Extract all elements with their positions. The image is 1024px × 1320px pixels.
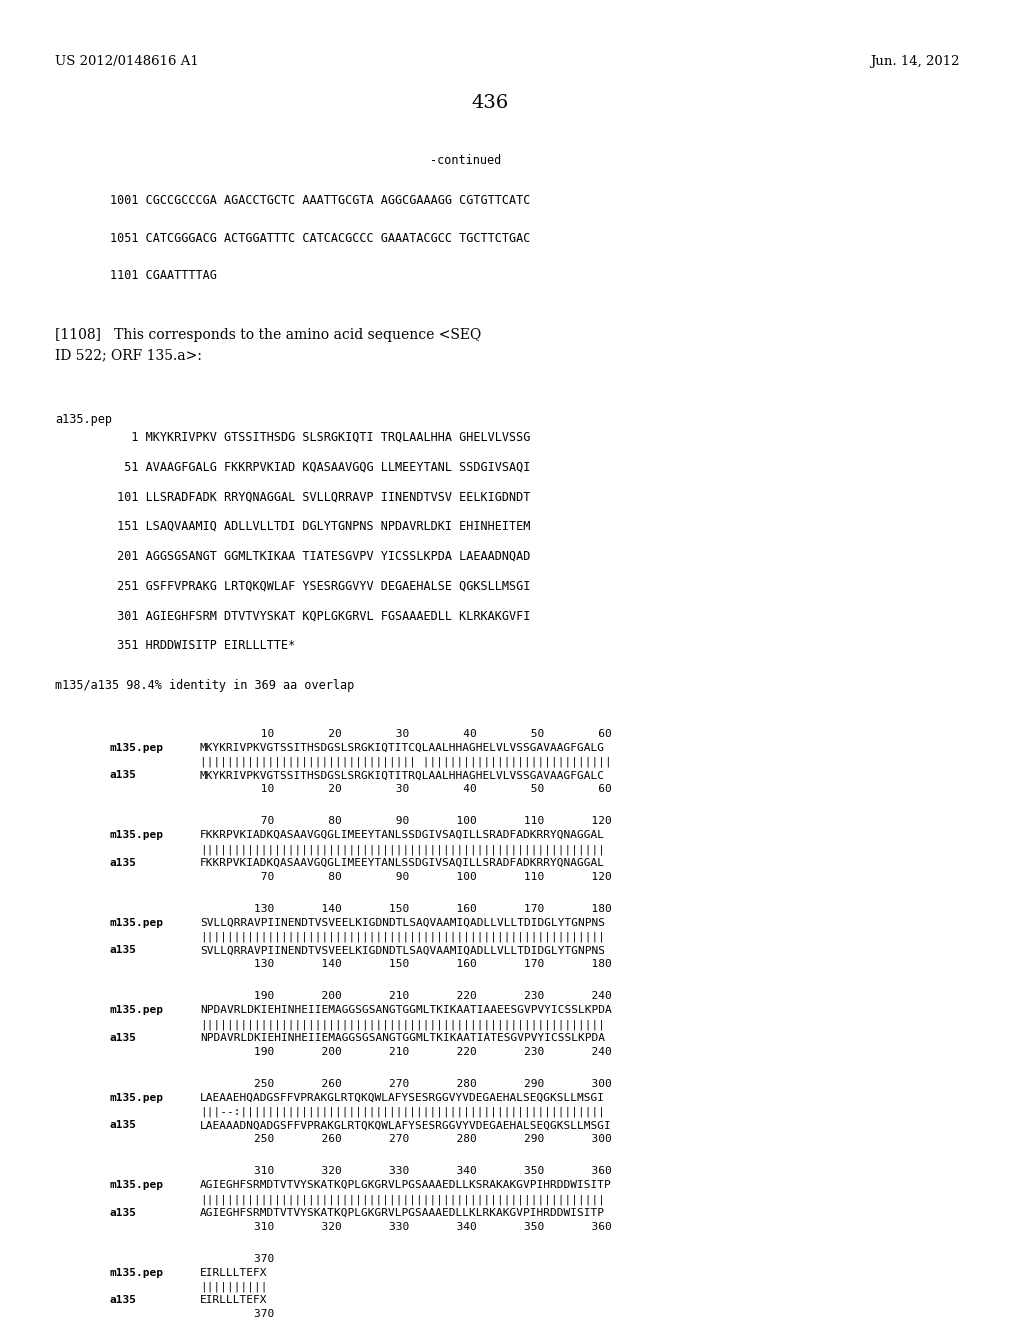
Text: -continued: -continued <box>430 154 502 168</box>
Text: a135: a135 <box>110 1208 137 1218</box>
Text: LAEAAADNQADGSFFVPRAKGLRTQKQWLAFYSESRGGVYVDEGAEHALSEQGKSLLMSGI: LAEAAADNQADGSFFVPRAKGLRTQKQWLAFYSESRGGVY… <box>200 1121 611 1130</box>
Text: 190       200       210       220       230       240: 190 200 210 220 230 240 <box>200 1047 611 1057</box>
Text: a135: a135 <box>110 1034 137 1043</box>
Text: 51 AVAAGFGALG FKKRPVKIAD KQASAAVGQG LLMEEYTANL SSDGIVSAQI: 51 AVAAGFGALG FKKRPVKIAD KQASAAVGQG LLME… <box>110 461 530 474</box>
Text: a135: a135 <box>110 858 137 869</box>
Text: |||||||||||||||||||||||||||||||| ||||||||||||||||||||||||||||: |||||||||||||||||||||||||||||||| |||||||… <box>200 756 611 767</box>
Text: 251 GSFFVPRAKG LRTQKQWLAF YSESRGGVYV DEGAEHALSE QGKSLLMSGI: 251 GSFFVPRAKG LRTQKQWLAF YSESRGGVYV DEG… <box>110 579 530 593</box>
Text: MKYKRIVPKVGTSSITHSDGSLSRGKIQTITCQLAALHHAGHELVLVSSGAVAAGFGALG: MKYKRIVPKVGTSSITHSDGSLSRGKIQTITCQLAALHHA… <box>200 743 605 752</box>
Text: 10        20        30        40        50        60: 10 20 30 40 50 60 <box>200 729 611 739</box>
Text: 351 HRDDWISITP EIRLLLTTE*: 351 HRDDWISITP EIRLLLTTE* <box>110 639 295 652</box>
Text: Jun. 14, 2012: Jun. 14, 2012 <box>870 54 959 67</box>
Text: AGIEGHFSRMDTVTVYSKATKQPLGKGRVLPGSAAAEDLLKSRAKAKGVPIHRDDWISITP: AGIEGHFSRMDTVTVYSKATKQPLGKGRVLPGSAAAEDLL… <box>200 1180 611 1191</box>
Text: ||||||||||||||||||||||||||||||||||||||||||||||||||||||||||||: ||||||||||||||||||||||||||||||||||||||||… <box>200 843 605 854</box>
Text: 201 AGGSGSANGT GGMLTKIKAA TIATESGVPV YICSSLKPDA LAEAADNQAD: 201 AGGSGSANGT GGMLTKIKAA TIATESGVPV YIC… <box>110 549 530 562</box>
Text: a135.pep: a135.pep <box>55 413 112 425</box>
Text: a135: a135 <box>110 1121 137 1130</box>
Text: US 2012/0148616 A1: US 2012/0148616 A1 <box>55 54 199 67</box>
Text: 370: 370 <box>200 1309 274 1319</box>
Text: FKKRPVKIADKQASAAVGQGLIMEEYTANLSSDGIVSAQILLSRADFADKRRYQNAGGAL: FKKRPVKIADKQASAAVGQGLIMEEYTANLSSDGIVSAQI… <box>200 830 605 840</box>
Text: FKKRPVKIADKQASAAVGQGLIMEEYTANLSSDGIVSAQILLSRADFADKRRYQNAGGAL: FKKRPVKIADKQASAAVGQGLIMEEYTANLSSDGIVSAQI… <box>200 858 605 869</box>
Text: m135.pep: m135.pep <box>110 917 164 928</box>
Text: m135.pep: m135.pep <box>110 743 164 752</box>
Text: m135.pep: m135.pep <box>110 1005 164 1015</box>
Text: NPDAVRLDKIEHINHEIIEMAGGSGSANGTGGMLTKIKAATIATESGVPVYICSSLKPDA: NPDAVRLDKIEHINHEIIEMAGGSGSANGTGGMLTKIKAA… <box>200 1034 605 1043</box>
Text: ||||||||||||||||||||||||||||||||||||||||||||||||||||||||||||: ||||||||||||||||||||||||||||||||||||||||… <box>200 932 605 942</box>
Text: SVLLQRRAVPIINENDTVSVEELKIGDNDTLSAQVAAMIQADLLVLLTDIDGLYTGNPNS: SVLLQRRAVPIINENDTVSVEELKIGDNDTLSAQVAAMIQ… <box>200 917 605 928</box>
Text: 130       140       150       160       170       180: 130 140 150 160 170 180 <box>200 960 611 969</box>
Text: m135.pep: m135.pep <box>110 1180 164 1191</box>
Text: m135.pep: m135.pep <box>110 1267 164 1278</box>
Text: 1001 CGCCGCCCGA AGACCTGCTC AAATTGCGTA AGGCGAAAGG CGTGTTCATC: 1001 CGCCGCCCGA AGACCTGCTC AAATTGCGTA AG… <box>110 194 530 207</box>
Text: a135: a135 <box>110 771 137 780</box>
Text: AGIEGHFSRMDTVTVYSKATKQPLGKGRVLPGSAAAEDLLKLRKAKGVPIHRDDWISITP: AGIEGHFSRMDTVTVYSKATKQPLGKGRVLPGSAAAEDLL… <box>200 1208 605 1218</box>
Text: 310       320       330       340       350       360: 310 320 330 340 350 360 <box>200 1166 611 1176</box>
Text: 10        20        30        40        50        60: 10 20 30 40 50 60 <box>200 784 611 795</box>
Text: 101 LLSRADFADK RRYQNAGGAL SVLLQRRAVP IINENDTVSV EELKIGDNDT: 101 LLSRADFADK RRYQNAGGAL SVLLQRRAVP IIN… <box>110 490 530 503</box>
Text: ||||||||||||||||||||||||||||||||||||||||||||||||||||||||||||: ||||||||||||||||||||||||||||||||||||||||… <box>200 1019 605 1030</box>
Text: 301 AGIEGHFSRM DTVTVYSKAT KQPLGKGRVL FGSAAAEDLL KLRKAKGVFI: 301 AGIEGHFSRM DTVTVYSKAT KQPLGKGRVL FGS… <box>110 610 530 623</box>
Text: ID 522; ORF 135.a>:: ID 522; ORF 135.a>: <box>55 348 202 362</box>
Text: ||||||||||||||||||||||||||||||||||||||||||||||||||||||||||||: ||||||||||||||||||||||||||||||||||||||||… <box>200 1195 605 1205</box>
Text: 70        80        90       100       110       120: 70 80 90 100 110 120 <box>200 816 611 826</box>
Text: [1108]   This corresponds to the amino acid sequence <SEQ: [1108] This corresponds to the amino aci… <box>55 329 481 342</box>
Text: ||||||||||: |||||||||| <box>200 1282 267 1292</box>
Text: 436: 436 <box>471 95 509 112</box>
Text: 1 MKYKRIVPKV GTSSITHSDG SLSRGKIQTI TRQLAALHHA GHELVLVSSG: 1 MKYKRIVPKV GTSSITHSDG SLSRGKIQTI TRQLA… <box>110 430 530 444</box>
Text: 70        80        90       100       110       120: 70 80 90 100 110 120 <box>200 873 611 882</box>
Text: SVLLQRRAVPIINENDTVSVEELKIGDNDTLSAQVAAMIQADLLVLLTDIDGLYTGNPNS: SVLLQRRAVPIINENDTVSVEELKIGDNDTLSAQVAAMIQ… <box>200 945 605 956</box>
Text: m135/a135 98.4% identity in 369 aa overlap: m135/a135 98.4% identity in 369 aa overl… <box>55 678 354 692</box>
Text: m135.pep: m135.pep <box>110 830 164 840</box>
Text: 151 LSAQVAAMIQ ADLLVLLTDI DGLYTGNPNS NPDAVRLDKI EHINHEITEM: 151 LSAQVAAMIQ ADLLVLLTDI DGLYTGNPNS NPD… <box>110 520 530 533</box>
Text: 1051 CATCGGGACG ACTGGATTTC CATCACGCCC GAAATACGCC TGCTTCTGAC: 1051 CATCGGGACG ACTGGATTTC CATCACGCCC GA… <box>110 231 530 244</box>
Text: m135.pep: m135.pep <box>110 1093 164 1102</box>
Text: |||--:||||||||||||||||||||||||||||||||||||||||||||||||||||||: |||--:||||||||||||||||||||||||||||||||||… <box>200 1106 605 1117</box>
Text: 190       200       210       220       230       240: 190 200 210 220 230 240 <box>200 991 611 1001</box>
Text: a135: a135 <box>110 945 137 956</box>
Text: 1101 CGAATTTTAG: 1101 CGAATTTTAG <box>110 269 217 282</box>
Text: 250       260       270       280       290       300: 250 260 270 280 290 300 <box>200 1078 611 1089</box>
Text: 370: 370 <box>200 1254 274 1263</box>
Text: 130       140       150       160       170       180: 130 140 150 160 170 180 <box>200 904 611 913</box>
Text: 250       260       270       280       290       300: 250 260 270 280 290 300 <box>200 1134 611 1144</box>
Text: EIRLLLTEFX: EIRLLLTEFX <box>200 1267 267 1278</box>
Text: MKYKRIVPKVGTSSITHSDGSLSRGKIQTITRQLAALHHAGHELVLVSSGAVAAGFGALC: MKYKRIVPKVGTSSITHSDGSLSRGKIQTITRQLAALHHA… <box>200 771 605 780</box>
Text: EIRLLLTEFX: EIRLLLTEFX <box>200 1295 267 1305</box>
Text: NPDAVRLDKIEHINHEIIEMAGGSGSANGTGGMLTKIKAATIAAEESGVPVYICSSLKPDA: NPDAVRLDKIEHINHEIIEMAGGSGSANGTGGMLTKIKAA… <box>200 1005 611 1015</box>
Text: 310       320       330       340       350       360: 310 320 330 340 350 360 <box>200 1222 611 1232</box>
Text: a135: a135 <box>110 1295 137 1305</box>
Text: LAEAAEHQADGSFFVPRAKGLRTQKQWLAFYSESRGGVYVDEGAEHALSEQGKSLLMSGI: LAEAAEHQADGSFFVPRAKGLRTQKQWLAFYSESRGGVYV… <box>200 1093 605 1102</box>
